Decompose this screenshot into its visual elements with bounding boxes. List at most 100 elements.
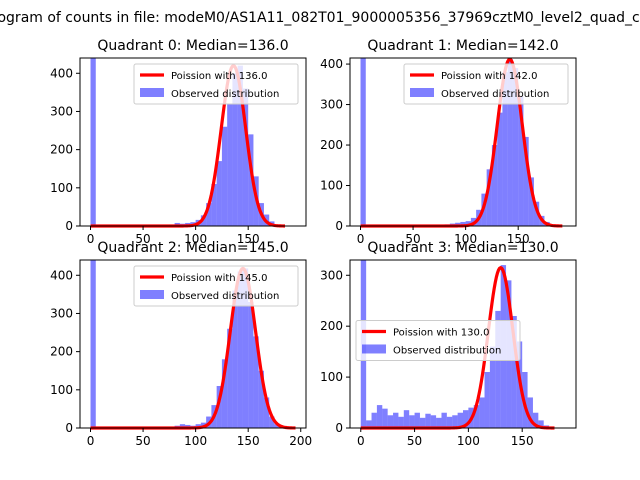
histogram-bar [360,58,366,226]
histogram-bar [382,408,388,428]
histogram-bar [441,412,447,428]
quadrant-0-chart: Quadrant 0: Median=136.0 0 50 100 150 0 100 200… [50,38,307,246]
histogram-bar [232,73,238,226]
histogram-bar [248,134,254,226]
axes-frame [349,57,577,227]
x-tick-label: 0 [87,232,95,246]
histogram-bar [484,372,490,428]
histogram-bar [242,268,249,428]
histogram-bar [502,72,508,227]
histogram-bar [398,416,404,428]
histogram-bar [263,397,270,428]
legend-box [133,265,299,307]
x-tick-label: 150 [507,232,530,246]
histogram-bar [216,161,222,226]
histogram-bar [248,302,254,428]
legend-swatch-observed [140,290,164,299]
histogram-bar [414,412,420,428]
histogram-bar [430,415,437,428]
legend-label-poisson: Poission with 136.0 [171,71,267,82]
histogram-bar [446,416,453,428]
histogram-bar [489,346,496,428]
legend-label-poisson: Poission with 145.0 [171,273,267,284]
legend-box [403,63,569,105]
axes-frame [349,259,577,429]
legend: Poission with 136.0 Observed distribution [133,63,299,105]
histogram-bar [419,417,426,428]
y-tick-label: 100 [320,370,343,384]
histogram-bar [269,416,275,428]
histogram-bar [479,397,485,428]
histogram-bar [206,203,212,226]
quadrant-1-chart: Quadrant 1: Median=142.0 0 50 100 150 0 100 200… [320,38,577,246]
histogram-bar [527,397,533,428]
histogram-bar [533,201,540,226]
histogram-bar [473,405,480,428]
x-tick-label: 0 [357,434,365,448]
x-tick-label: 100 [457,434,480,448]
histogram-bar [227,103,233,226]
y-tick-label: 400 [320,57,343,71]
quadrant-3-chart: Quadrant 3: Median=130.0 0 50 100 150 0 100 200… [320,240,577,448]
histogram-bar [90,260,96,428]
histogram-bar [393,412,399,428]
histogram-bar [460,221,466,226]
histogram-bar [491,145,498,226]
x-tick-label: 50 [135,434,150,448]
histogram-bar [216,386,222,428]
y-tick-label: 0 [65,219,73,233]
legend-swatch-observed [140,88,164,97]
chart-title: Quadrant 3: Median=130.0 [367,240,558,256]
histogram-bar [179,424,186,428]
quadrant-2-chart: Quadrant 2: Median=145.0 0 50 100 150 200 0 100… [50,240,312,448]
histogram-bar [511,316,517,428]
legend-label-observed: Observed distribution [171,89,279,100]
y-tick-label: 100 [50,181,73,195]
histogram-bar [253,336,259,428]
x-tick-label: 0 [87,434,95,448]
y-tick-label: 400 [50,268,73,282]
figure-title: Histogram of counts in file: modeM0/AS1A… [0,10,640,26]
y-tick-label: 0 [335,421,343,435]
x-tick-label: 50 [407,434,422,448]
histogram-bar [457,412,463,428]
legend-label-observed: Observed distribution [393,345,501,356]
x-tick-label: 50 [135,232,150,246]
y-tick-label: 300 [320,98,343,112]
histogram-bar [538,420,544,428]
histogram-bar [376,405,383,428]
x-tick-label: 0 [357,232,365,246]
chart-title: Quadrant 1: Median=142.0 [367,38,558,54]
legend-label-poisson: Poission with 130.0 [393,327,489,338]
histogram-bar [523,136,529,226]
histogram-bar [237,65,243,227]
legend: Poission with 142.0 Observed distribution [403,63,569,105]
histogram-bar [221,126,228,226]
histogram-bar [403,410,410,428]
legend-box [133,63,299,105]
x-tick-label: 150 [237,232,260,246]
histogram-bar [512,68,519,226]
x-tick-label: 100 [454,232,477,246]
axes-frame [79,57,307,227]
histogram-bar [274,424,280,428]
x-tick-label: 150 [237,434,260,448]
x-tick-label: 50 [405,232,420,246]
legend-box [355,319,521,361]
histogram-bar [227,328,233,428]
chart-panels: Quadrant 0: Median=136.0 0 50 100 150 0 100 200… [50,38,577,448]
histogram-bar [90,58,96,226]
legend-swatch-observed [362,344,386,354]
histogram-bar [486,169,492,226]
legend: Poission with 130.0 Observed distribution [355,319,521,361]
y-tick-label: 300 [50,104,73,118]
histogram-bar [237,271,243,428]
y-tick-label: 300 [320,268,343,282]
legend-swatch-observed [410,88,434,97]
y-tick-label: 300 [50,306,73,320]
histogram-bar [366,420,372,428]
histogram-bar [507,59,513,226]
histogram-bar [532,412,539,428]
y-tick-label: 100 [320,179,343,193]
y-tick-label: 200 [50,143,73,157]
